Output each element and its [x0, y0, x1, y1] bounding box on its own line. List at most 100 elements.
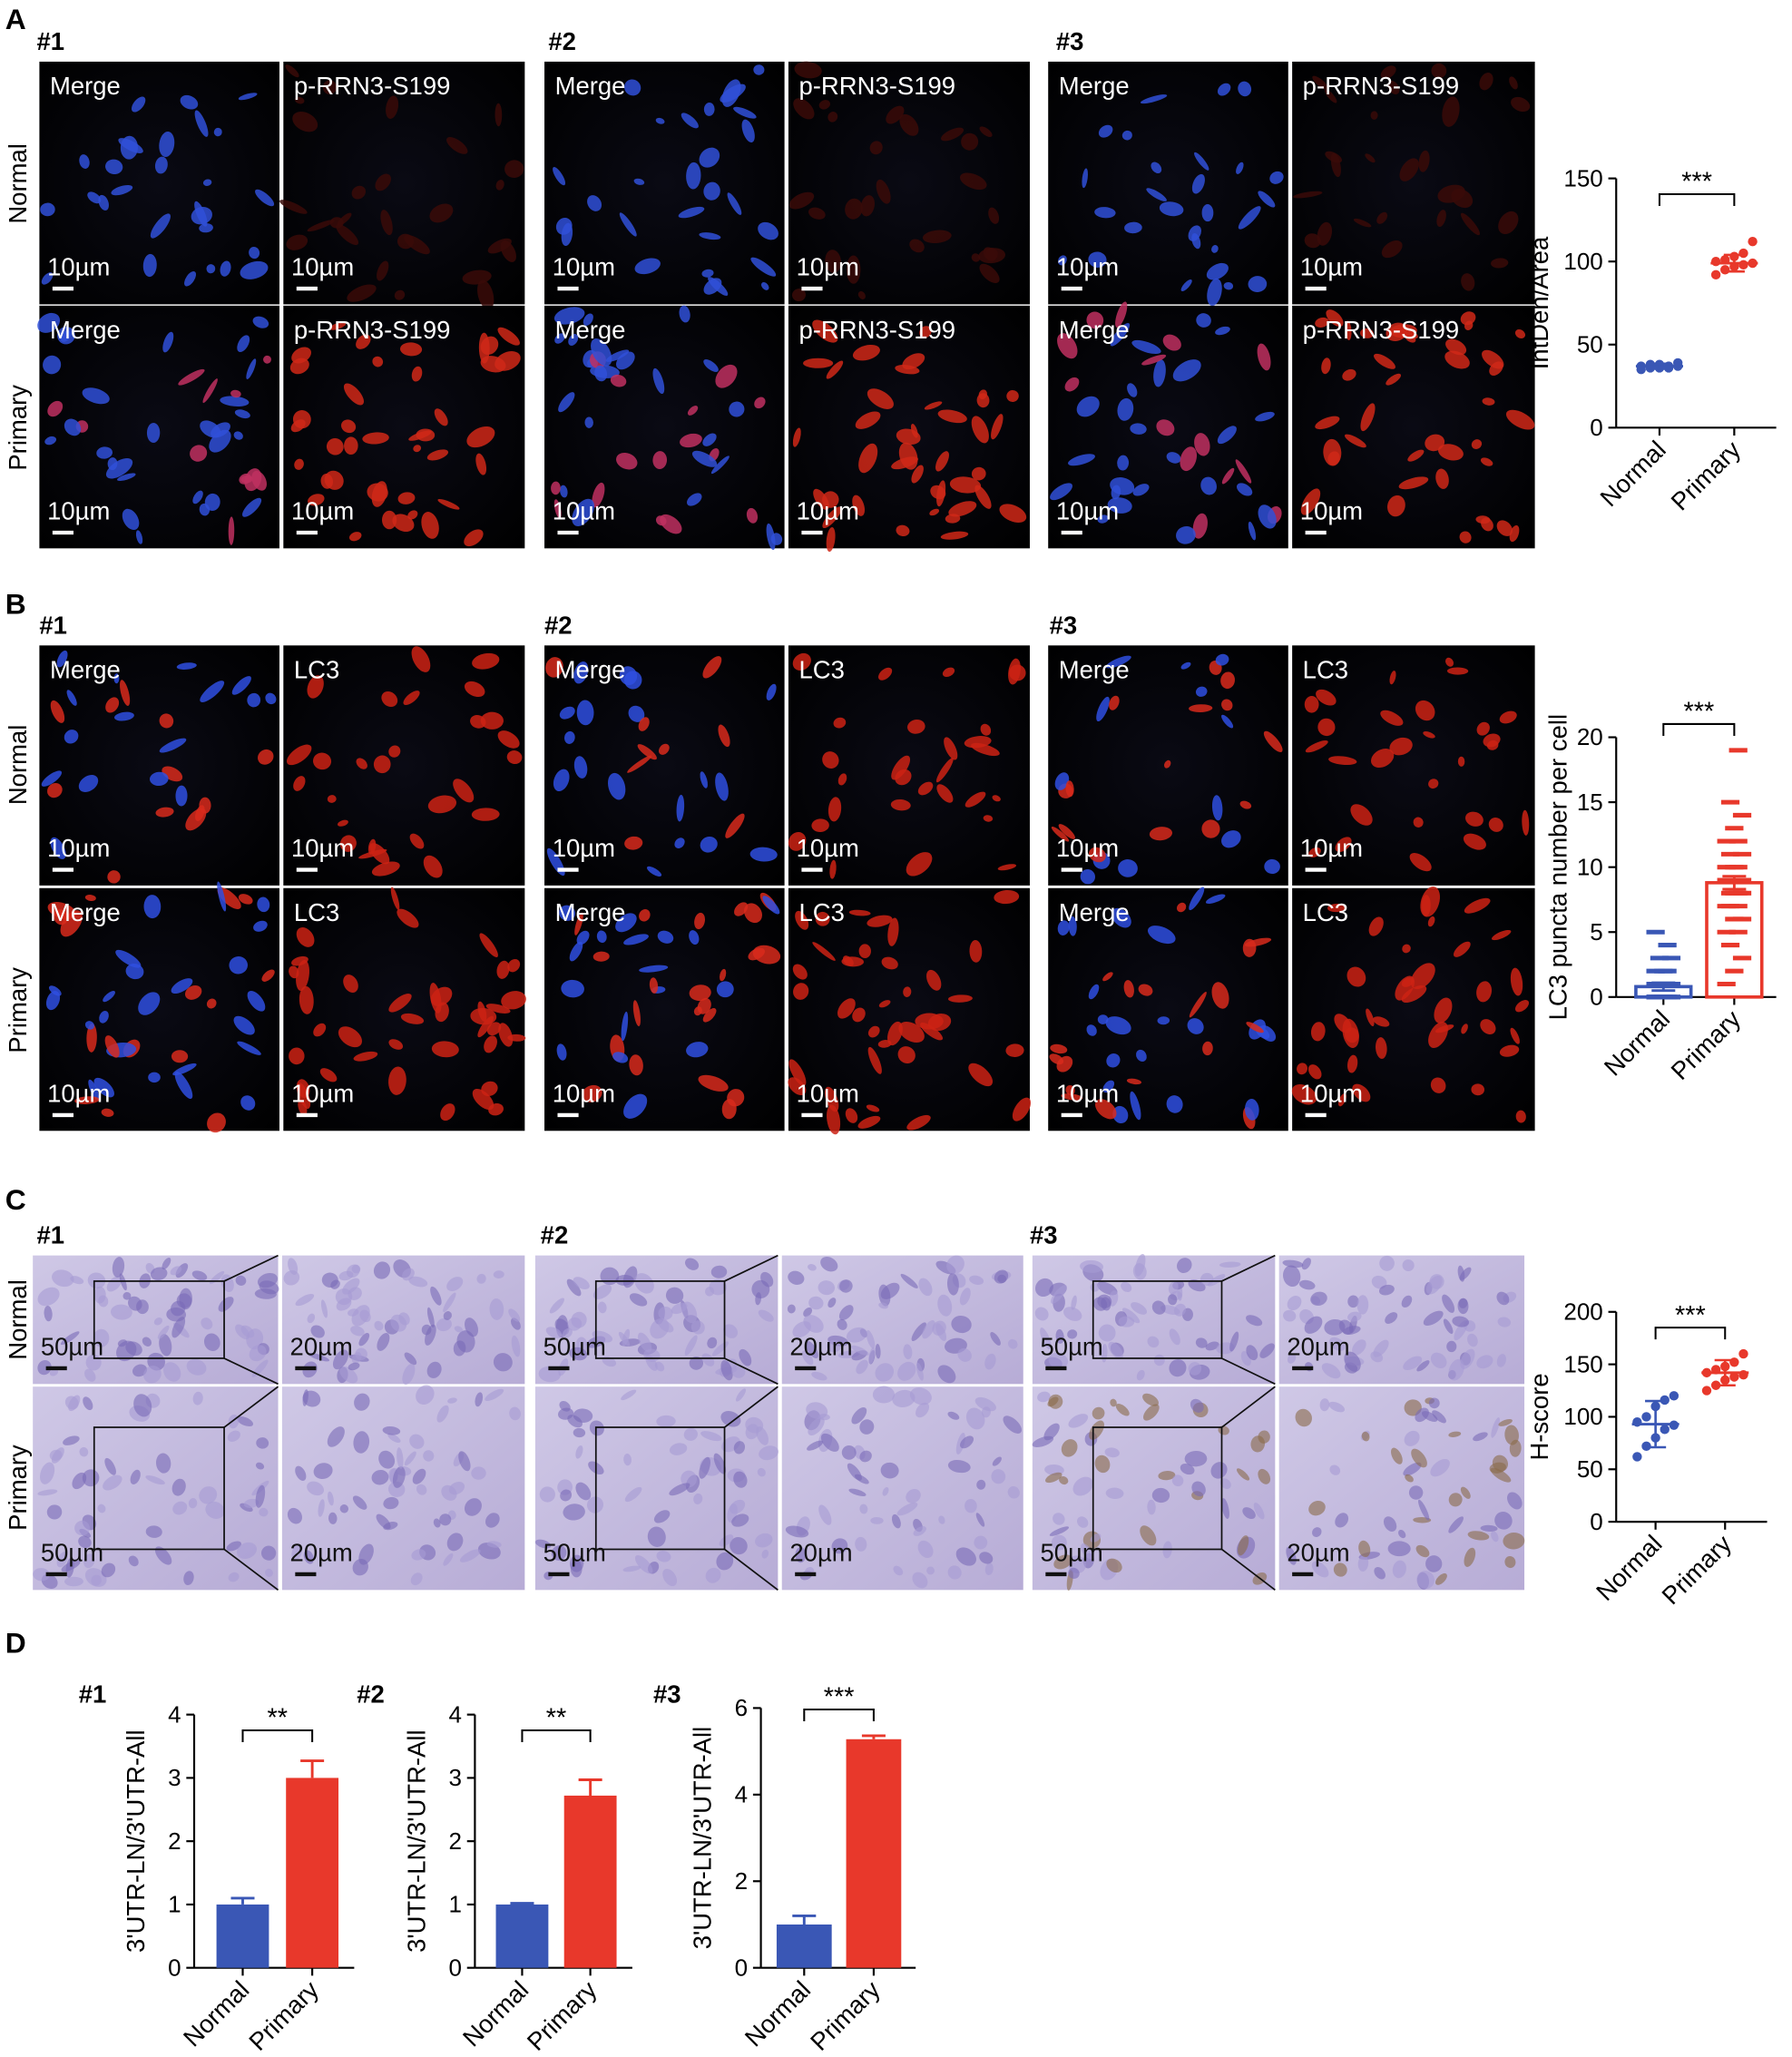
cell: [1049, 1053, 1064, 1065]
cell: [553, 769, 570, 792]
cell: [760, 282, 769, 290]
cell: [851, 1345, 869, 1356]
cell: [720, 83, 746, 103]
cell: [335, 1288, 353, 1306]
cell: [1397, 1529, 1406, 1539]
cell: [307, 1313, 316, 1324]
cell: [652, 367, 665, 395]
cell: [1153, 1354, 1165, 1366]
cell: [556, 1043, 567, 1061]
cell: [1080, 868, 1095, 885]
cell: [401, 1268, 415, 1281]
cell: [1378, 1284, 1395, 1296]
cell: [733, 1441, 746, 1455]
cell: [163, 1362, 181, 1382]
sample-label: #1: [39, 611, 67, 639]
x-tick-label: Primary: [243, 1975, 324, 2056]
cell: [64, 418, 82, 436]
cell: [1510, 1027, 1520, 1044]
cell: [703, 278, 722, 295]
cell: [792, 1321, 811, 1338]
y-tick-label: 2: [448, 1827, 461, 1855]
cell: [1370, 111, 1378, 120]
data-point: [1701, 1386, 1712, 1396]
cell: [1053, 1513, 1065, 1525]
cell: [458, 1451, 471, 1472]
cell: [960, 1435, 974, 1449]
cell: [1358, 1540, 1371, 1558]
cell: [699, 147, 720, 168]
y-tick-label: 100: [1563, 248, 1602, 275]
cell: [1304, 1316, 1323, 1334]
cell: [735, 1388, 747, 1402]
cell: [475, 1392, 484, 1407]
cell: [1461, 273, 1475, 291]
cell: [52, 1269, 74, 1288]
cell: [464, 681, 485, 698]
cell: [1168, 1281, 1179, 1295]
cell: [700, 836, 718, 853]
cell: [807, 1440, 824, 1451]
cell: [464, 529, 484, 547]
cell: [1301, 1258, 1311, 1270]
cell: [1110, 477, 1135, 495]
cell: [1283, 1309, 1297, 1322]
cell: [793, 98, 815, 120]
scale-bar-label: 10µm: [797, 834, 859, 862]
cell: [1415, 700, 1435, 721]
cell: [866, 1104, 880, 1112]
data-point: [1660, 1425, 1670, 1435]
cell: [470, 715, 486, 729]
cell: [1316, 689, 1337, 706]
cell: [942, 667, 955, 677]
cell: [1065, 780, 1074, 798]
image-panel: Merge 10µm: [1048, 61, 1288, 307]
cell: [430, 986, 453, 1006]
cell: [373, 755, 391, 774]
cell: [207, 1112, 226, 1133]
cell: [634, 1554, 653, 1574]
cell: [206, 264, 216, 274]
significance-label: **: [268, 1704, 289, 1733]
cell: [1460, 212, 1480, 236]
bar: [216, 1904, 269, 1968]
cell: [1220, 671, 1236, 690]
cell: [1162, 334, 1181, 351]
cell: [538, 1366, 561, 1383]
cell: [1194, 433, 1210, 456]
cell: [263, 355, 271, 364]
cell: [891, 1513, 901, 1529]
cell: [568, 334, 579, 346]
cell: [191, 206, 212, 225]
cell: [867, 1046, 882, 1074]
cell: [615, 1274, 634, 1286]
y-tick-label: 150: [1563, 1350, 1602, 1377]
cell: [292, 112, 318, 132]
cell: [105, 159, 123, 175]
zoom-line: [724, 1254, 778, 1282]
cell: [39, 1462, 55, 1484]
cell: [739, 1348, 752, 1366]
cell: [857, 290, 866, 299]
image-panel: LC3 10µm: [788, 887, 1032, 1135]
cell: [1458, 1298, 1468, 1308]
cell: [409, 1434, 425, 1449]
cell: [1158, 1471, 1176, 1481]
cell: [359, 1309, 371, 1323]
cell: [485, 1388, 504, 1401]
y-tick-label: 5: [1590, 918, 1602, 945]
cell: [1379, 1255, 1395, 1271]
significance-bracket: [1654, 1327, 1727, 1340]
cell: [795, 1547, 807, 1563]
cell: [409, 833, 425, 849]
cell: [569, 941, 583, 962]
cell: [1065, 1084, 1075, 1096]
cell: [120, 680, 131, 706]
cell: [408, 1276, 428, 1288]
cell: [408, 430, 432, 441]
cell: [1189, 704, 1213, 712]
cell: [1176, 525, 1196, 544]
cell: [1246, 1022, 1264, 1033]
cell: [689, 984, 711, 1002]
cell: [947, 994, 973, 1003]
